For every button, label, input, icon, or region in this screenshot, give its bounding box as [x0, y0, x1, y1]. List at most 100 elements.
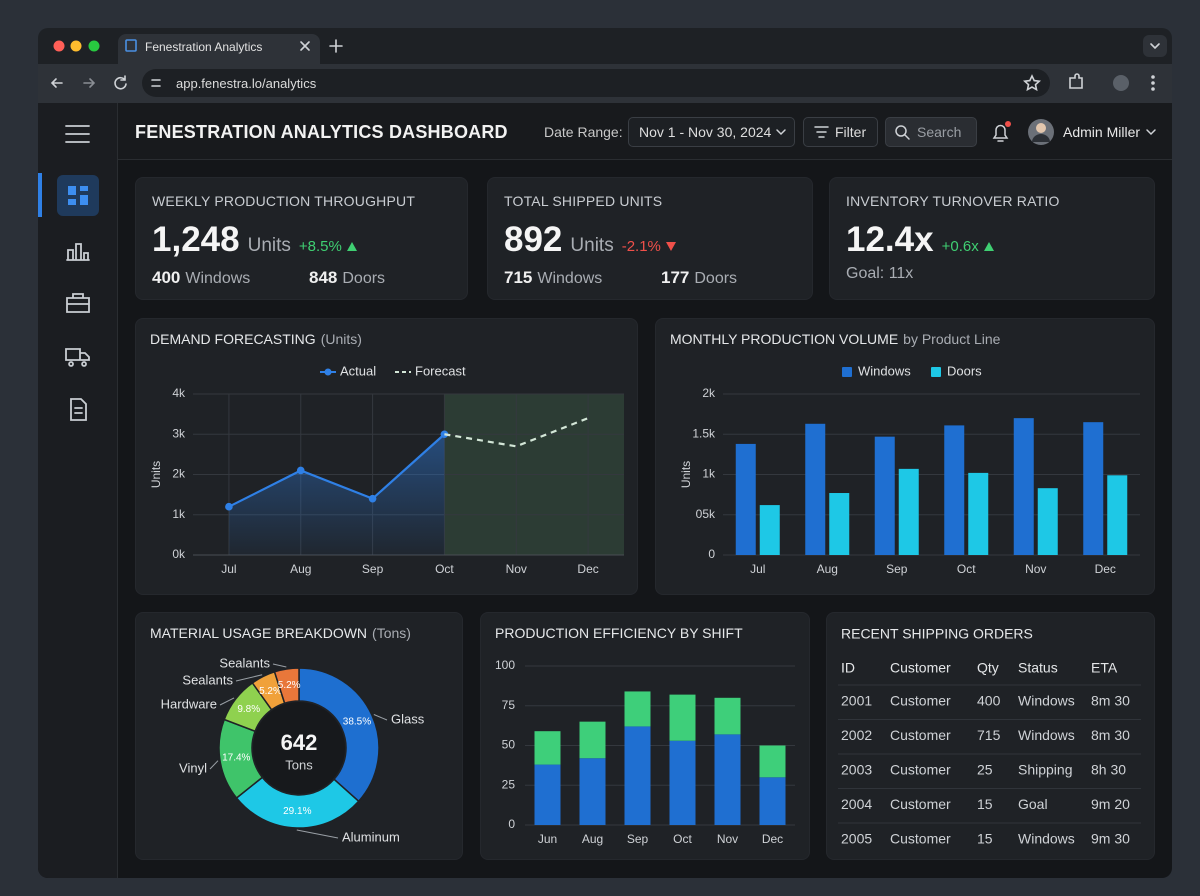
x-tick-label: Dec — [762, 832, 783, 846]
table-cell: Customer — [890, 762, 951, 778]
slice-percent: 9.8% — [237, 704, 260, 715]
chart-svg: RECENT SHIPPING ORDERS ID Customer Qty Statu… — [838, 626, 1141, 847]
chart-title-note: (Units) — [321, 331, 362, 347]
browser-menu[interactable] — [1151, 87, 1155, 91]
table-cell: Customer — [890, 727, 951, 743]
stacked-segment — [759, 777, 786, 825]
trend-arrow — [665, 242, 676, 251]
line-marker — [225, 502, 233, 511]
reload[interactable] — [114, 75, 127, 90]
stacked-segment — [714, 734, 741, 825]
donut-slice — [273, 667, 300, 705]
bar — [898, 468, 919, 555]
y-tick-label: 1k — [702, 467, 716, 481]
x-tick-label: Sep — [886, 562, 908, 576]
table-cell: 8h 30 — [1091, 762, 1126, 778]
date-range-label: Date Range: — [544, 124, 623, 140]
leader-line — [272, 663, 287, 668]
extensions[interactable] — [1069, 73, 1083, 89]
donut-slice — [298, 667, 380, 803]
line-series — [444, 417, 589, 448]
site-info[interactable] — [151, 79, 161, 87]
y-tick-label: 0 — [708, 547, 715, 561]
bookmark-star[interactable] — [1022, 74, 1042, 92]
kpi-value: 12.4x — [846, 220, 934, 259]
profile[interactable] — [1113, 75, 1129, 91]
table-cell: Customer — [890, 831, 951, 847]
menu-button[interactable] — [65, 125, 90, 143]
chart-title: MONTHLY PRODUCTION VOLUME by Product Line — [670, 331, 1001, 347]
legend-label: Forecast — [415, 363, 466, 378]
new-tab[interactable] — [329, 39, 343, 53]
slice-percent: 5.2% — [259, 686, 282, 697]
line-marker — [368, 494, 377, 503]
nav-documents[interactable] — [70, 398, 87, 421]
stacked-segment — [534, 764, 561, 825]
stacked-segment — [624, 691, 651, 727]
x-tick-label: Aug — [582, 832, 603, 846]
chart-title-main: DEMAND FORECASTING — [150, 331, 316, 347]
nav-shipping[interactable] — [65, 348, 90, 367]
browser-tab[interactable] — [118, 34, 320, 64]
bar — [1013, 418, 1034, 555]
line-series — [228, 433, 446, 508]
forward[interactable] — [83, 78, 96, 88]
kpi-detail: 177 Doors — [661, 268, 737, 288]
x-tick-label: Dec — [1095, 562, 1116, 576]
legend-swatch — [931, 367, 941, 377]
chart-svg: MATERIAL USAGE BREAKDOWN (Tons) 38.5% Glass… — [150, 625, 425, 845]
search-box[interactable] — [885, 117, 977, 147]
kpi-value-row: 892 Units -2.1% — [504, 220, 676, 260]
x-tick-label: Nov — [1025, 562, 1046, 576]
column-header: Customer — [890, 660, 951, 676]
search-placeholder: Search — [917, 124, 962, 140]
chart-svg: PRODUCTION EFFICIENCY BY SHIFT 0 25 50 75 100… — [495, 625, 795, 846]
kpi-title: INVENTORY TURNOVER RATIO — [846, 193, 1060, 209]
kpi-card: WEEKLY PRODUCTION THROUGHPUT 1,248 Units +8… — [135, 177, 468, 300]
date-range-picker[interactable] — [628, 117, 795, 147]
y-axis-label: Units — [679, 461, 693, 488]
minimize-window[interactable] — [70, 40, 82, 52]
nav-dashboard[interactable] — [57, 175, 99, 216]
kpi-detail-label: Windows — [185, 270, 251, 287]
y-tick-label: 05k — [696, 507, 716, 521]
tab-menu[interactable] — [1143, 35, 1167, 57]
bar — [735, 443, 756, 555]
chart-title: MATERIAL USAGE BREAKDOWN (Tons) — [150, 625, 411, 641]
kpi-detail: 400 Windows — [152, 268, 250, 288]
dashboard-title: FENESTRATION ANALYTICS DASHBOARD — [135, 122, 508, 142]
maximize-window[interactable] — [88, 40, 100, 52]
chart-card: MATERIAL USAGE BREAKDOWN (Tons) 38.5% Glass… — [135, 612, 463, 860]
kpi-value: 892 — [504, 220, 563, 259]
back[interactable] — [50, 78, 63, 88]
nav-reports[interactable] — [66, 243, 90, 261]
kpi-detail-value: 715 — [504, 268, 533, 287]
table-cell: 9m 30 — [1091, 831, 1130, 847]
stacked-segment — [624, 726, 651, 825]
kpi-title: WEEKLY PRODUCTION THROUGHPUT — [152, 193, 416, 209]
legend-swatch — [842, 367, 852, 377]
kpi-value-row: 1,248 Units +8.5% — [152, 220, 357, 260]
center-value: 642 — [281, 730, 318, 755]
user-name[interactable]: Admin Miller — [1063, 124, 1141, 140]
notifications[interactable] — [992, 124, 1009, 142]
filter-button[interactable] — [803, 117, 878, 147]
nav-inventory[interactable] — [66, 293, 90, 313]
close-window[interactable] — [53, 40, 65, 52]
tab-icon — [125, 39, 137, 52]
column-header: ETA — [1091, 660, 1118, 676]
url-field[interactable] — [142, 69, 1050, 97]
x-tick-label: Dec — [577, 562, 598, 576]
y-tick-label: 4k — [172, 386, 186, 400]
x-tick-label: Oct — [673, 832, 692, 846]
leader-line — [373, 714, 388, 721]
bar — [1107, 475, 1128, 555]
y-tick-label: 25 — [502, 777, 516, 791]
tab-close[interactable] — [300, 41, 310, 51]
x-tick-label: Sep — [627, 832, 649, 846]
header-icons — [776, 119, 1156, 145]
y-tick-label: 3k — [172, 426, 186, 440]
table-cell: 400 — [977, 693, 1001, 709]
table-cell: Goal — [1018, 796, 1048, 812]
bar — [944, 425, 965, 555]
